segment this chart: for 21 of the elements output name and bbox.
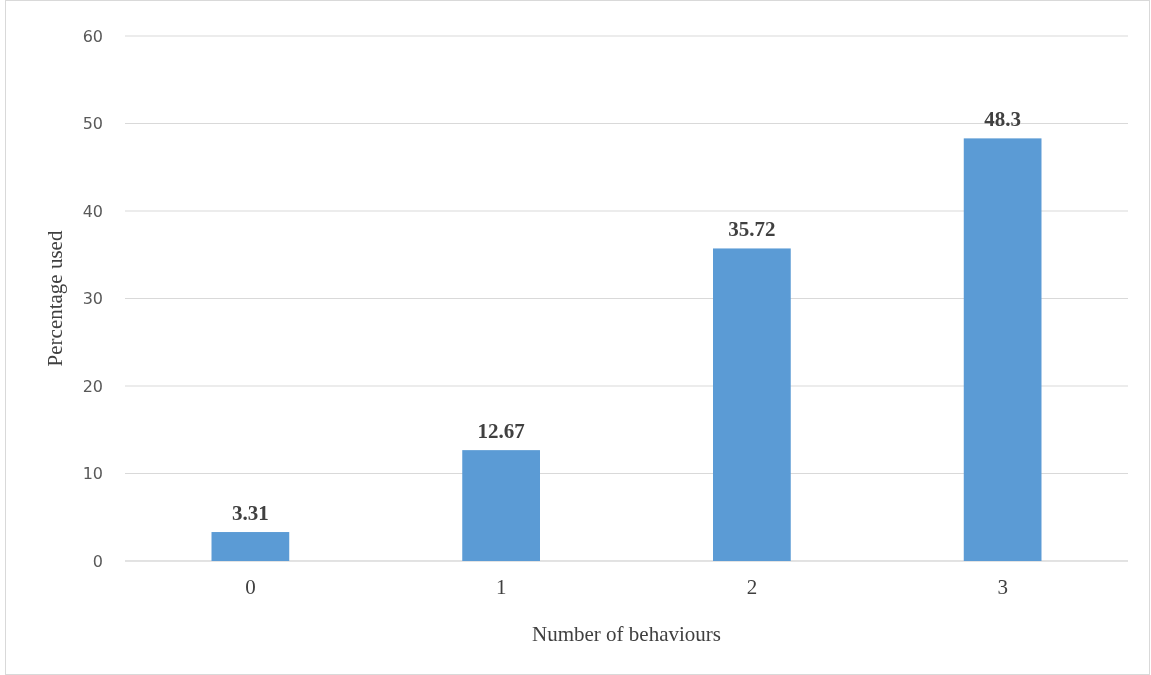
y-tick-label: 60 [82, 26, 103, 46]
y-tick-label: 20 [82, 376, 103, 396]
x-axis-title: Number of behaviours [532, 622, 721, 646]
bar [211, 532, 290, 561]
data-label: 35.72 [728, 217, 776, 242]
y-axis-title: Percentage used [43, 230, 67, 367]
bar [963, 138, 1042, 561]
x-tick-label: 3 [997, 575, 1008, 599]
y-tick-label: 40 [82, 201, 103, 221]
y-tick-label: 10 [82, 464, 103, 484]
y-tick-label: 0 [92, 551, 103, 571]
bar [713, 248, 791, 561]
bar [462, 450, 540, 561]
y-tick-label: 30 [82, 289, 103, 309]
y-tick-label: 50 [82, 114, 103, 134]
data-label: 48.3 [984, 107, 1021, 132]
x-tick-label: 2 [746, 575, 758, 599]
x-tick-label: 1 [495, 575, 507, 599]
data-label: 12.67 [477, 419, 525, 444]
data-label: 3.31 [232, 501, 269, 526]
x-tick-label: 0 [245, 575, 256, 599]
